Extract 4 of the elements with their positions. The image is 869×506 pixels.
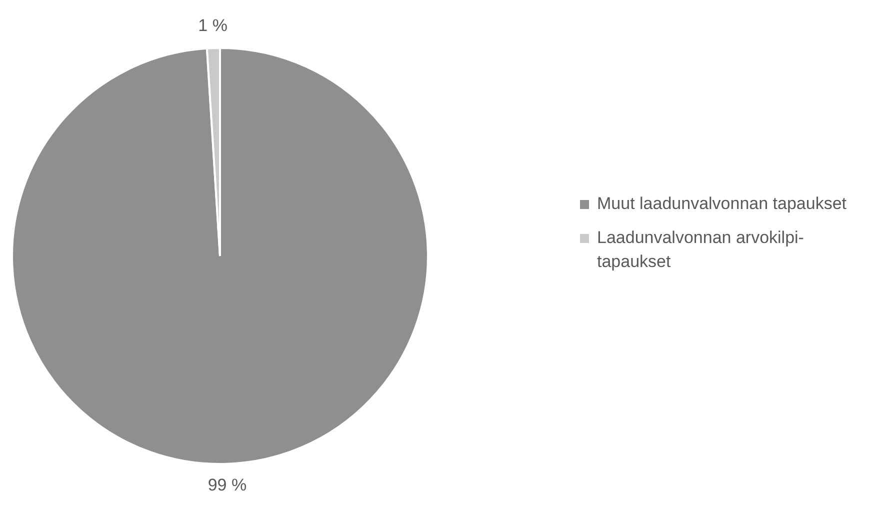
legend-label: Laadunvalvonnan arvokilpi-tapaukset bbox=[597, 227, 805, 273]
data-label: 99 % bbox=[208, 476, 247, 495]
data-label: 1 % bbox=[198, 16, 228, 35]
legend-label: Muut laadunvalvonnan tapaukset bbox=[597, 193, 847, 215]
